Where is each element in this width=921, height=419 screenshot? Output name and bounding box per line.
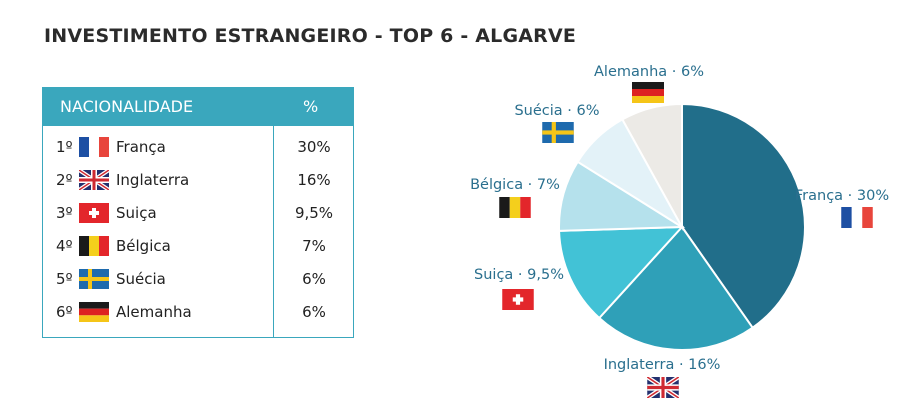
row-percentage: 9,5% — [294, 204, 334, 222]
row-country: Bélgica — [116, 237, 171, 255]
germany-flag-icon — [632, 82, 664, 103]
pie-label: Suiça · 9,5% — [474, 267, 564, 283]
page-title: INVESTIMENTO ESTRANGEIRO - TOP 6 - ALGAR… — [44, 25, 577, 47]
row-country: França — [116, 138, 166, 156]
pie-slice — [681, 102, 806, 330]
table-row: 5º Suécia 6% — [43, 263, 353, 296]
row-percentage: 6% — [302, 270, 326, 288]
uk-flag-icon — [79, 170, 109, 190]
france-flag-icon — [79, 137, 109, 157]
row-rank: 3º — [56, 204, 73, 222]
row-rank: 6º — [56, 303, 73, 321]
switzerland-flag-icon — [79, 203, 109, 223]
row-rank: 4º — [56, 237, 73, 255]
row-country: Inglaterra — [116, 171, 190, 189]
row-percentage: 7% — [302, 237, 326, 255]
row-rank: 5º — [56, 270, 73, 288]
row-rank: 2º — [56, 171, 73, 189]
table-row: 1º França 30% — [43, 131, 353, 164]
uk-flag-icon — [647, 377, 679, 398]
belgium-flag-icon — [499, 197, 531, 218]
row-rank: 1º — [56, 138, 73, 156]
table-header: NACIONALIDADE % — [43, 88, 353, 126]
pie-label: Inglaterra · 16% — [603, 357, 721, 373]
switzerland-flag-icon — [502, 289, 534, 310]
france-flag-icon — [841, 207, 873, 228]
row-country: Suiça — [116, 204, 157, 222]
pie-slice — [597, 225, 755, 351]
row-percentage: 16% — [297, 171, 331, 189]
header-nationality: NACIONALIDADE — [60, 97, 194, 116]
pie-slice — [558, 225, 685, 320]
sweden-flag-icon — [542, 122, 574, 143]
row-country: Alemanha — [116, 303, 192, 321]
germany-flag-icon — [79, 302, 109, 322]
nationality-table: NACIONALIDADE % 1º França 30% 2º Inglaterra 1… — [42, 87, 354, 338]
row-percentage: 30% — [297, 138, 331, 156]
pie-label: Bélgica · 7% — [470, 177, 560, 193]
table-row: 3º Suiça 9,5% — [43, 197, 353, 230]
pie-label: França · 30% — [794, 188, 890, 204]
header-percentage: % — [303, 97, 319, 116]
pie-label: Alemanha · 6% — [594, 64, 704, 80]
pie-label: Suécia · 6% — [514, 103, 600, 119]
pie-slice — [621, 102, 683, 231]
table-row: 6º Alemanha 6% — [43, 296, 353, 329]
belgium-flag-icon — [79, 236, 109, 256]
column-divider — [273, 126, 274, 337]
sweden-flag-icon — [79, 269, 109, 289]
table-row: 4º Bélgica 7% — [43, 230, 353, 263]
row-percentage: 6% — [302, 303, 326, 321]
row-country: Suécia — [116, 270, 166, 288]
table-row: 2º Inglaterra 16% — [43, 164, 353, 197]
